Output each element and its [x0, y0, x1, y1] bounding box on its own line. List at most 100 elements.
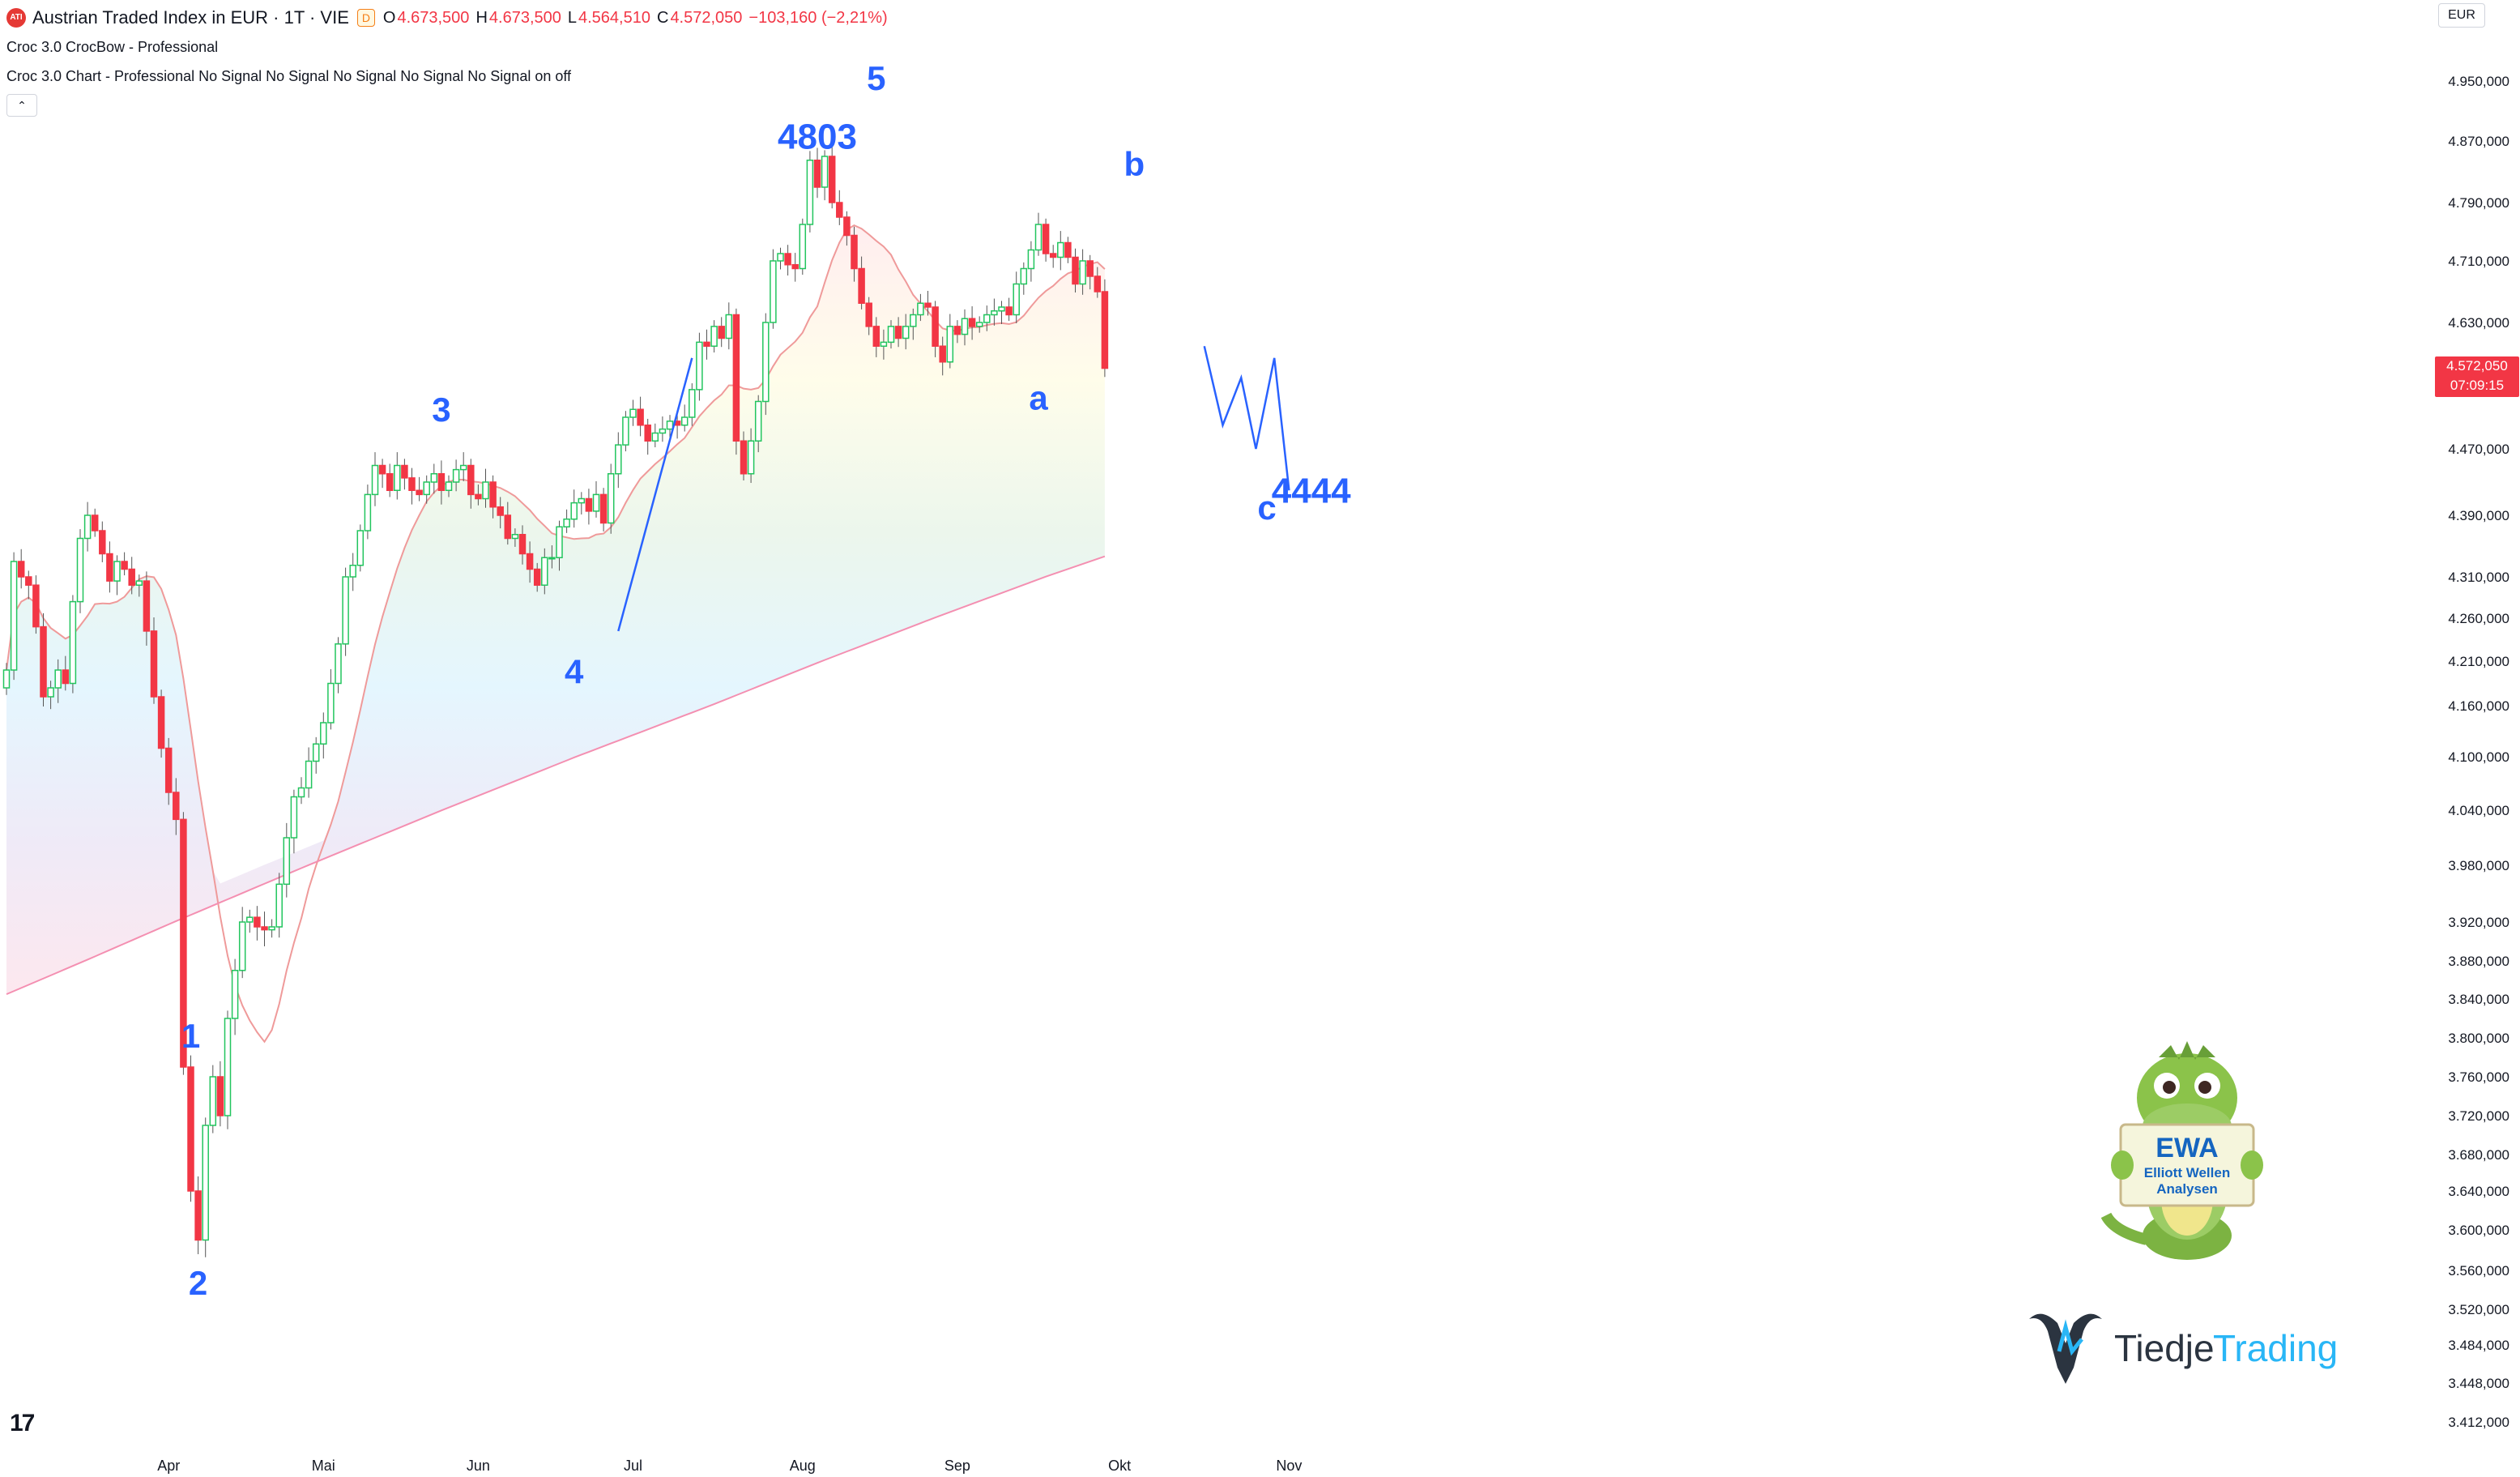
price-tick-label: 3.412,000 [2448, 1415, 2509, 1430]
brand-tiedje: Tiedje [2114, 1327, 2215, 1369]
ohlc-high-value: 4.673,500 [488, 9, 561, 27]
candle-body [113, 561, 121, 582]
candle-body [497, 506, 504, 516]
price-tick-label: 3.520,000 [2448, 1302, 2509, 1317]
candle-body [335, 643, 342, 685]
candle-body [615, 444, 622, 475]
candle-body [592, 493, 600, 512]
time-axis[interactable]: Apr Mai Jun Jul Aug Sep Okt Nov [157, 1458, 1302, 1474]
candle-body [1013, 283, 1020, 316]
candle-body [843, 216, 851, 237]
candle-body [504, 514, 512, 540]
time-tick-label: Jul [624, 1458, 642, 1474]
candle-body [489, 481, 497, 508]
time-tick-label: Apr [157, 1458, 180, 1474]
candle-body [836, 202, 843, 218]
candle-body [637, 408, 644, 426]
candle-body [607, 473, 615, 524]
candle-body [518, 534, 527, 555]
legend-main-row[interactable]: ATI Austrian Traded Index in EUR · 1T · … [6, 3, 894, 32]
symbol-title[interactable]: Austrian Traded Index in EUR · 1T · VIE [32, 7, 349, 28]
candle-body [939, 345, 946, 363]
candle-body [62, 669, 70, 685]
candle-body [128, 568, 135, 586]
candle-body [651, 432, 659, 442]
candle-body [437, 473, 446, 491]
candle-body [40, 625, 47, 698]
candle-body [1072, 256, 1079, 285]
candle-body [164, 747, 173, 793]
price-tick-label: 4.710,000 [2448, 254, 2509, 269]
ewa-line-1: Elliott Wellen [2144, 1165, 2230, 1180]
candle-body [858, 267, 865, 304]
candles [2, 147, 1109, 1257]
wave-label: 2 [189, 1264, 207, 1302]
tiedje-trading-logo-icon: Tiedje Trading [2029, 1313, 2338, 1384]
candle-body [784, 253, 791, 266]
candle-body [135, 580, 143, 586]
price-axis[interactable]: 4.950,000 4.870,000 4.790,000 4.710,000 4.63… [2448, 74, 2509, 1430]
candle-body [99, 530, 106, 555]
price-tick-label: 4.870,000 [2448, 134, 2509, 149]
candle-body [401, 464, 408, 479]
time-tick-label: Okt [1108, 1458, 1131, 1474]
candle-body [991, 310, 998, 316]
wave-label: 5 [867, 59, 885, 97]
price-tick-label: 4.210,000 [2448, 654, 2509, 669]
candle-body [1094, 275, 1102, 292]
ohlc-close-label: C [656, 9, 669, 27]
candle-body [865, 302, 872, 327]
indicator-crocbow[interactable]: Croc 3.0 CrocBow - Professional [6, 39, 219, 55]
candle-body [430, 473, 438, 483]
candle-body [932, 306, 939, 347]
candle-body [1034, 224, 1043, 251]
candle-body [173, 792, 180, 821]
price-tick-label: 3.448,000 [2448, 1376, 2509, 1391]
candle-body [342, 576, 349, 645]
time-tick-label: Jun [467, 1458, 490, 1474]
currency-selector[interactable]: EUR [2438, 3, 2485, 28]
price-tick-label: 3.484,000 [2448, 1338, 2509, 1353]
crocbow-slow-line [6, 555, 1106, 996]
tradingview-logo-icon[interactable]: 17 [10, 1410, 35, 1436]
wave-label: 4444 [1272, 472, 1351, 511]
ewa-crocodile-logo-icon: EWA Elliott Wellen Analysen [2100, 1041, 2263, 1260]
last-price-tag: 4.572,050 07:09:15 [2435, 356, 2519, 397]
candle-body [290, 796, 298, 839]
candle-body [902, 326, 910, 339]
ohlc-close-value: 4.572,050 [670, 9, 743, 27]
candle-body [828, 156, 836, 203]
candle-body [320, 722, 327, 745]
candle-body [416, 489, 423, 496]
candle-body [246, 916, 254, 923]
candle-body [445, 481, 453, 491]
indicator-croc-chart[interactable]: Croc 3.0 Chart - Professional No Signal … [6, 68, 572, 84]
candle-body [268, 926, 275, 931]
ohlc-low-label: L [567, 9, 577, 27]
candle-body [121, 561, 128, 570]
delay-badge[interactable]: D [356, 9, 375, 27]
chart-legend: ATI Austrian Traded Index in EUR · 1T · … [6, 3, 894, 117]
price-tick-label: 3.800,000 [2448, 1031, 2509, 1046]
time-tick-label: Nov [1276, 1458, 1302, 1474]
candle-body [371, 464, 379, 496]
candle-body [1079, 260, 1086, 285]
candle-body [312, 743, 320, 762]
candle-body [599, 493, 608, 524]
candle-body [570, 502, 578, 520]
candle-body [408, 477, 416, 491]
candle-body [238, 921, 246, 971]
candle-body [961, 318, 969, 335]
candle-body [1064, 241, 1072, 258]
collapse-legend-button[interactable]: ⌃ [6, 94, 37, 117]
candle-body [689, 389, 696, 418]
candle-body [423, 481, 430, 496]
candle-body [770, 260, 777, 323]
candle-body [556, 526, 563, 558]
candle-body [83, 514, 92, 540]
candle-body [585, 497, 593, 512]
candle-body [629, 408, 637, 418]
wave-label: 4 [565, 653, 584, 691]
time-tick-label: Mai [312, 1458, 335, 1474]
